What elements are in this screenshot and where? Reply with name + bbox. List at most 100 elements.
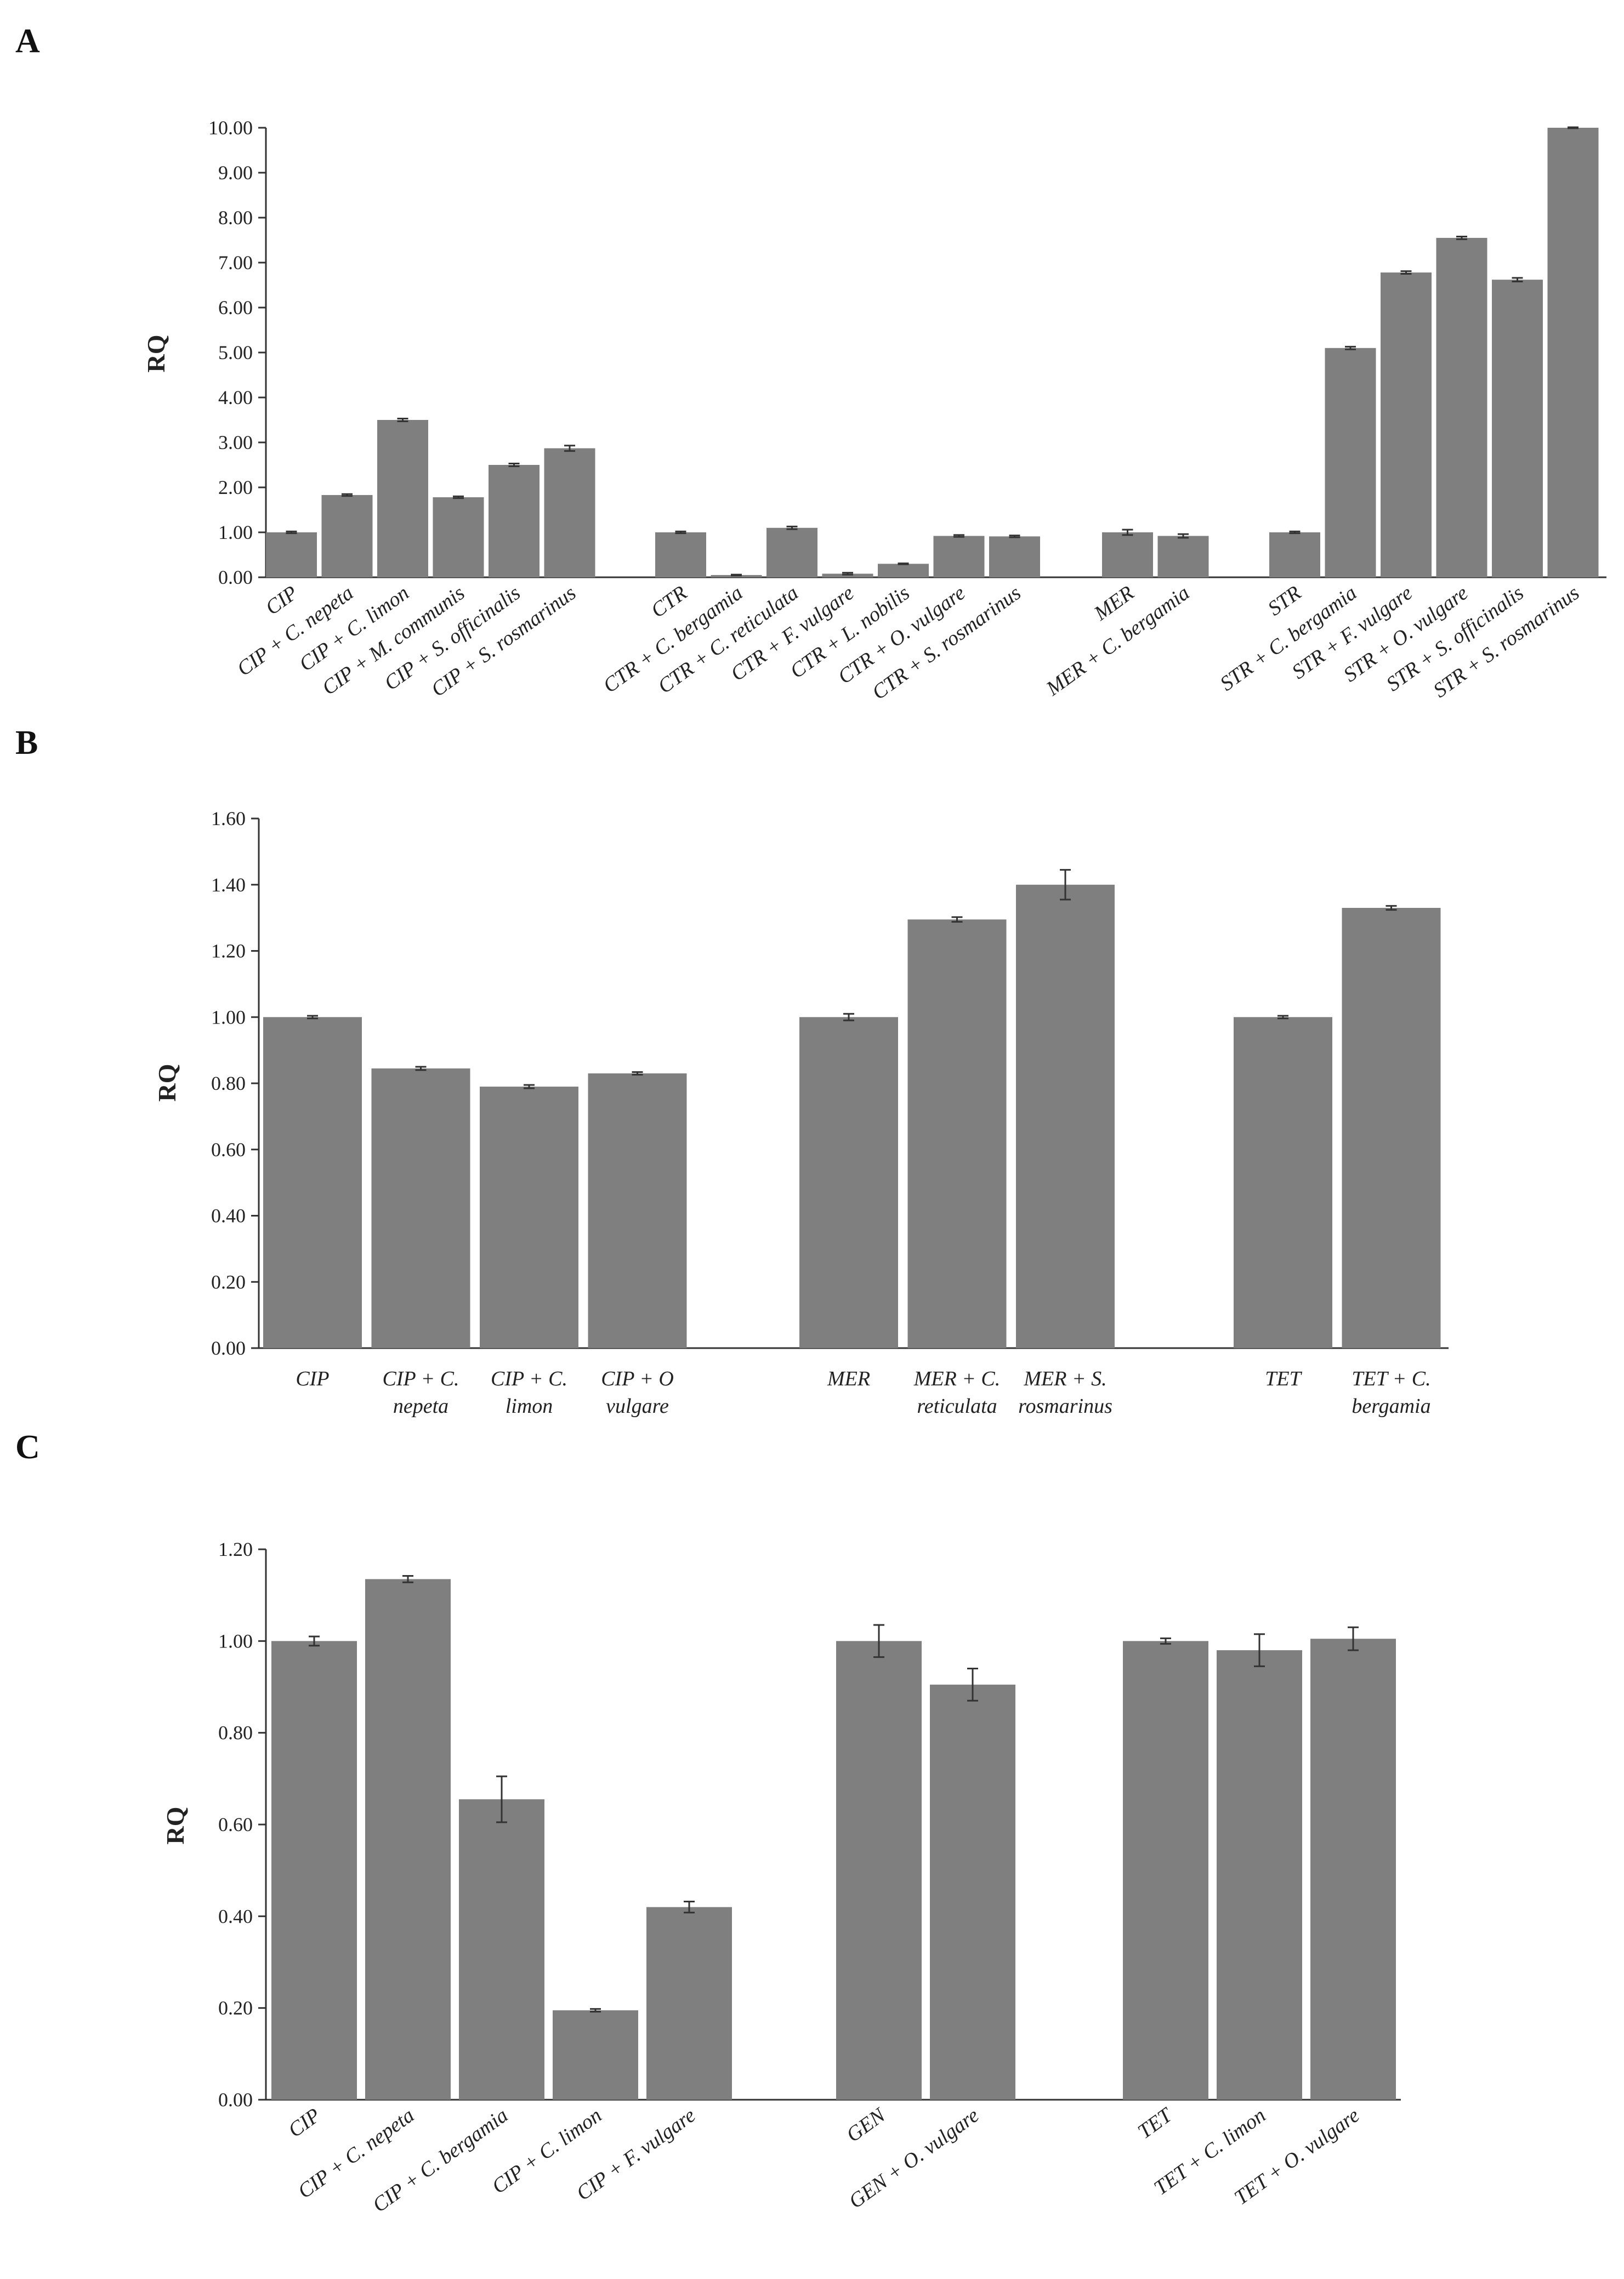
bar-ctr-c-reticulata (766, 527, 817, 577)
error-bar-tet-c-bergamia (1385, 905, 1397, 911)
bar-mer-c-bergamia (1157, 536, 1209, 577)
bar-mer-c-reticulata (907, 919, 1007, 1348)
bar-cip-c-nepeta (371, 1068, 470, 1348)
x-label-cip-o-vulgare: vulgare (606, 1395, 669, 1418)
x-label-cip: CIP (284, 2104, 325, 2142)
x-label-cip: CIP (296, 1367, 329, 1390)
y-axis-label: RQ (161, 1807, 189, 1845)
bar-str-s-officinalis (1492, 280, 1543, 577)
x-label-cip-c-limon: CIP + C. (491, 1367, 567, 1390)
bar-cip-c-bergamia (459, 1799, 544, 2100)
error-bar-ctr-l-nobilis (898, 562, 909, 565)
y-tick-label: 1.20 (218, 1538, 253, 1560)
x-label-mer-c-reticulata: MER + C. (913, 1367, 1001, 1390)
error-bar-ctr-o-vulgare (953, 534, 964, 538)
bar-cip-c-nepeta (365, 1579, 451, 2100)
panel-a-chart: A RQ 0.00 1.00 2.00 3.00 4.00 5.00 6.00 7.00 8.00 9… (15, 22, 1606, 704)
error-bar-cip (309, 1635, 320, 1647)
error-bar-cip (307, 1015, 318, 1020)
y-tick-label: 1.00 (211, 1006, 246, 1028)
y-tick-label: 9.00 (218, 162, 253, 184)
bar-cip-s-officinalis (489, 465, 540, 577)
bar-tet (1234, 1017, 1332, 1348)
x-label-cip-c-limon: limon (506, 1395, 553, 1418)
y-tick-label: 1.40 (211, 874, 246, 896)
x-label-cip-c-nepeta: CIP + C. (382, 1367, 459, 1390)
error-bar-mer-c-reticulata (951, 916, 963, 923)
bar-gen (836, 1641, 922, 2100)
y-tick-label: 10.00 (208, 117, 253, 139)
error-bar-cip-c-nepeta (415, 1066, 427, 1071)
panel-b-chart: B RQ 0.00 0.20 0.40 0.60 0.80 1.00 1.20 1.40 1.60 C… (15, 724, 1449, 1418)
bar-cip-c-limon (377, 420, 428, 577)
x-label-cip: CIP (262, 581, 302, 620)
error-bar-cip (286, 530, 297, 535)
error-bar-cip-f-vulgare (684, 1901, 695, 1914)
error-bar-cip-s-officinalis (508, 463, 520, 467)
bar-cip-f-vulgare (646, 1907, 732, 2100)
x-label-tet: TET (1134, 2103, 1178, 2144)
error-bar-cip-c-nepeta (402, 1575, 413, 1583)
error-bar-cip-c-limon (397, 418, 408, 422)
error-bar-str (1289, 530, 1301, 535)
error-bar-cip-c-nepeta (342, 493, 353, 497)
y-tick-label: 1.00 (218, 521, 253, 543)
error-bar-mer-s-rosmarinus (1060, 869, 1071, 901)
y-tick-label: 0.80 (211, 1072, 246, 1094)
y-axis-label: RQ (153, 1064, 181, 1102)
error-bar-tet-c-limon (1254, 1633, 1265, 1667)
error-bar-tet-o-vulgare (1348, 1626, 1359, 1651)
panel-letter-b: B (15, 724, 38, 761)
error-bar-cip-o-vulgare (632, 1071, 643, 1076)
y-tick-label: 8.00 (218, 207, 253, 229)
error-bar-str-f-vulgare (1400, 270, 1412, 275)
y-tick-label: 0.60 (211, 1139, 246, 1161)
error-bar-gen-o-vulgare (967, 1668, 978, 1702)
bar-cip-c-nepeta (321, 495, 373, 577)
bar-cip-c-limon (553, 2010, 638, 2100)
bar-cip (271, 1641, 357, 2100)
error-bar-ctr (675, 530, 686, 535)
y-tick-label: 2.00 (218, 476, 253, 498)
error-bar-cip-c-limon (524, 1084, 535, 1089)
y-tick-label: 5.00 (218, 342, 253, 363)
y-tick-label: 4.00 (218, 387, 253, 408)
error-bar-tet (1277, 1015, 1288, 1020)
y-tick-label: 0.20 (218, 1997, 253, 2019)
error-bar-mer (843, 1013, 854, 1021)
error-bar-mer (1122, 528, 1133, 536)
y-tick-label: 0.80 (218, 1722, 253, 1744)
bar-tet-o-vulgare (1310, 1639, 1396, 2100)
bar-tet (1123, 1641, 1208, 2100)
bar-str-o-vulgare (1436, 237, 1487, 577)
error-bar-tet (1160, 1637, 1171, 1645)
bar-cip-m-communis (433, 497, 484, 577)
panel-letter-c: C (15, 1429, 40, 1466)
x-label-tet-c-bergamia: TET + C. (1352, 1367, 1430, 1390)
bar-cip-c-limon (480, 1087, 578, 1348)
y-tick-label: 3.00 (218, 431, 253, 453)
bar-ctr-f-vulgare (822, 573, 873, 577)
bar-mer (799, 1017, 898, 1348)
bar-ctr (655, 532, 706, 577)
error-bar-cip-c-bergamia (496, 1775, 507, 1823)
bar-tet-c-limon (1217, 1650, 1302, 2100)
y-tick-label: 1.60 (211, 808, 246, 829)
x-label-tet-c-bergamia: bergamia (1352, 1395, 1430, 1418)
bar-str-s-rosmarinus (1547, 128, 1599, 577)
error-bar-cip-s-rosmarinus (564, 445, 575, 452)
bar-str-f-vulgare (1381, 272, 1432, 577)
bar-ctr-l-nobilis (878, 564, 929, 577)
bar-mer-s-rosmarinus (1016, 884, 1115, 1348)
error-bar-cip-m-communis (453, 495, 464, 499)
y-tick-label: 7.00 (218, 252, 253, 274)
x-label-gen: GEN (842, 2103, 890, 2147)
error-bar-mer-c-bergamia (1178, 533, 1189, 539)
bar-ctr-s-rosmarinus (989, 536, 1040, 577)
error-bar-ctr-c-reticulata (786, 525, 798, 530)
error-bar-str-o-vulgare (1456, 235, 1467, 240)
bar-str-c-bergamia (1325, 348, 1376, 577)
x-label-mer-s-rosmarinus: MER + S. (1023, 1367, 1106, 1390)
y-tick-label: 1.20 (211, 940, 246, 962)
bar-ctr-o-vulgare (933, 536, 985, 577)
